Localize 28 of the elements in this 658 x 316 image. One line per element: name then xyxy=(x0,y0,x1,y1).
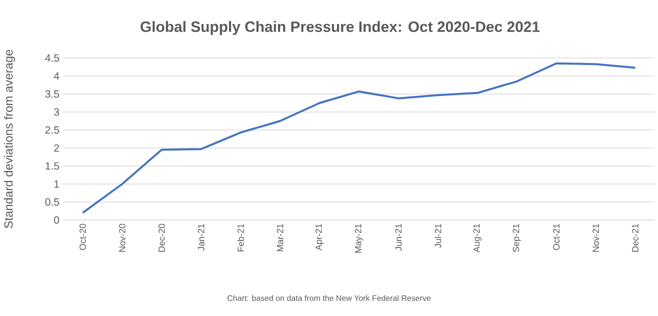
x-tick-label: Nov-21 xyxy=(592,224,599,252)
chart-title: Global Supply Chain Pressure Index: Oct 2020-Dec 2021 xyxy=(140,21,540,35)
y-tick-label: 3 xyxy=(54,108,60,116)
x-tick-label: May-21 xyxy=(354,224,364,253)
x-tick-label: Apr-21 xyxy=(315,224,324,250)
x-tick-label: Jul-21 xyxy=(434,224,442,248)
x-tick-label: Jan-21 xyxy=(198,224,204,251)
y-tick-label: 0 xyxy=(54,216,60,224)
x-tick-label: Jun-21 xyxy=(395,224,402,251)
y-tick-label: 0.5 xyxy=(45,198,60,206)
line-series xyxy=(82,62,636,214)
x-tick-label: Oct-20 xyxy=(80,224,86,250)
x-tick-label: Oct-21 xyxy=(553,224,560,250)
x-tick-label: Mar-21 xyxy=(276,224,284,252)
x-tick-label: Aug-21 xyxy=(473,224,482,252)
y-tick-label: 4 xyxy=(54,72,60,80)
x-tick-label: Sep-21 xyxy=(512,224,521,252)
y-tick-label: 2 xyxy=(54,144,59,152)
x-tick-label: Dec-21 xyxy=(632,224,638,252)
x-tick-label: Feb-21 xyxy=(237,224,244,252)
y-tick-label: 3.5 xyxy=(45,90,60,98)
y-tick-label: 1.5 xyxy=(46,162,60,170)
x-tick-label: Dec-20 xyxy=(158,224,165,252)
y-tick-label: 2.5 xyxy=(45,126,60,134)
y-tick-label: 1 xyxy=(54,180,59,188)
x-tick-label: Nov-20 xyxy=(119,224,126,252)
y-axis-title: Standard deviations from average xyxy=(4,50,16,228)
y-tick-label: 4.5 xyxy=(45,54,60,62)
